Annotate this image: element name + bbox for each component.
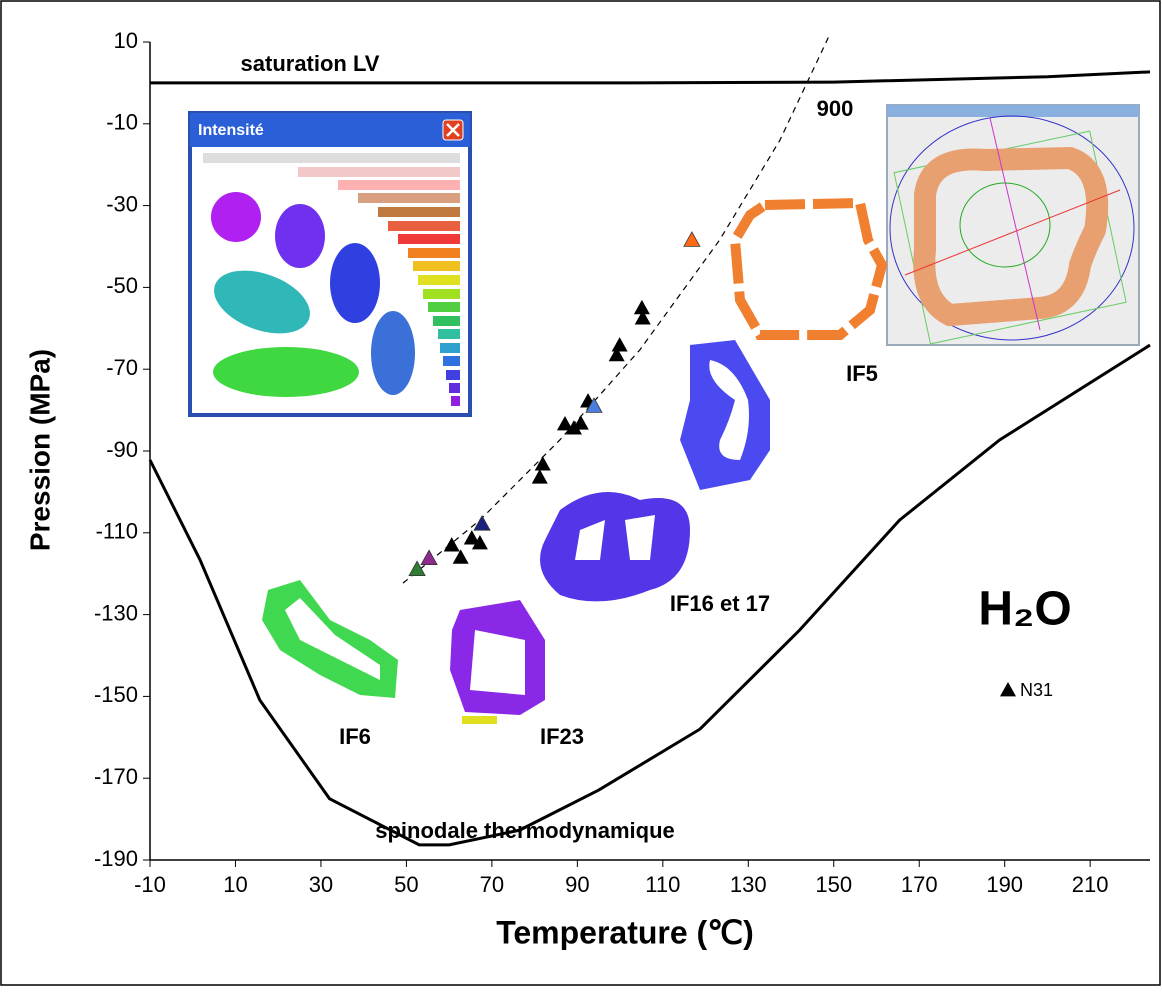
y-tick-label: -130: [94, 600, 138, 625]
y-tick-label: -30: [106, 191, 138, 216]
x-tick-label: 10: [223, 872, 247, 897]
point: [452, 549, 469, 564]
point: [531, 469, 548, 484]
legend-label: N31: [1020, 680, 1053, 700]
fit-window: [886, 104, 1140, 346]
legend-marker: [1000, 682, 1016, 697]
annotation: saturation LV: [241, 51, 380, 76]
point: [556, 416, 573, 431]
inset-title: Intensité: [198, 122, 264, 139]
x-axis-label: Temperature (℃): [496, 914, 754, 950]
annotation: H₂O: [978, 583, 1071, 636]
curve: [148, 343, 1151, 847]
annotation: IF16 et 17: [670, 591, 770, 616]
x-tick-label: 90: [565, 872, 589, 897]
y-tick-label: -190: [94, 846, 138, 871]
x-tick-label: 30: [309, 872, 333, 897]
x-tick-label: 210: [1072, 872, 1109, 897]
curve: [150, 70, 1151, 85]
annotation: IF5: [846, 361, 878, 386]
intensity-window: Intensité: [188, 111, 472, 417]
point: [471, 535, 488, 550]
x-tick-label: -10: [134, 872, 166, 897]
inclusion-images: [262, 197, 888, 724]
highlighted-point: [408, 560, 426, 577]
point: [634, 310, 651, 325]
y-tick-label: -50: [106, 273, 138, 298]
x-tick-label: 70: [480, 872, 504, 897]
highlighted-point: [683, 231, 701, 247]
x-tick-label: 110: [645, 872, 680, 897]
point: [534, 456, 551, 471]
y-tick-label: 10: [114, 28, 138, 53]
point: [443, 537, 460, 552]
x-tick-label: 150: [815, 872, 852, 897]
x-tick-label: 190: [986, 872, 1023, 897]
y-tick-label: -90: [106, 437, 138, 462]
y-tick-label: -170: [94, 764, 138, 789]
annotation: IF6: [339, 724, 371, 749]
point: [633, 299, 650, 315]
annotation: IF23: [540, 724, 584, 749]
point: [572, 415, 589, 430]
annotation: 900: [817, 96, 854, 121]
highlighted-point: [473, 514, 491, 531]
y-tick-label: -10: [106, 110, 138, 135]
y-tick-label: -110: [96, 519, 138, 544]
highlighted-point: [420, 549, 438, 565]
point: [608, 346, 625, 362]
point: [611, 337, 628, 352]
y-tick-label: -150: [94, 682, 138, 707]
point: [463, 530, 480, 545]
x-tick-label: 130: [730, 872, 767, 897]
x-tick-label: 50: [394, 872, 418, 897]
highlighted-point: [585, 397, 603, 413]
x-tick-label: 170: [901, 872, 938, 897]
point: [565, 420, 582, 435]
y-axis-label: Pression (MPa): [24, 349, 55, 551]
y-tick-label: -70: [106, 355, 138, 380]
annotation: spinodale thermodynamique: [375, 818, 675, 843]
